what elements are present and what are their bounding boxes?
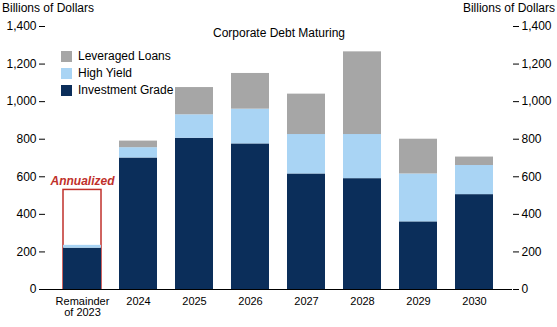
svg-text:1,400: 1,400 xyxy=(6,19,36,33)
svg-text:2029: 2029 xyxy=(406,295,430,307)
svg-text:800: 800 xyxy=(522,132,542,146)
svg-text:2026: 2026 xyxy=(238,295,262,307)
svg-text:0: 0 xyxy=(522,282,529,296)
svg-text:800: 800 xyxy=(16,132,36,146)
svg-text:2025: 2025 xyxy=(182,295,206,307)
html-text:Investment Grade: Investment Grade xyxy=(78,83,174,97)
svg-text:1,200: 1,200 xyxy=(6,57,36,71)
svg-text:600: 600 xyxy=(522,170,542,184)
svg-text:0: 0 xyxy=(30,282,37,296)
svg-text:Remainderof 2023: Remainderof 2023 xyxy=(56,295,110,318)
html-text:High Yield: High Yield xyxy=(78,66,132,80)
svg-text:2028: 2028 xyxy=(350,295,374,307)
svg-text:Annualized: Annualized xyxy=(49,174,115,188)
svg-text:200: 200 xyxy=(522,245,542,259)
html-text:Leveraged Loans: Leveraged Loans xyxy=(78,49,171,63)
svg-text:2030: 2030 xyxy=(462,295,486,307)
svg-text:200: 200 xyxy=(16,245,36,259)
html-text:Billions of Dollars: Billions of Dollars xyxy=(463,1,555,15)
svg-text:1,000: 1,000 xyxy=(522,94,552,108)
svg-text:400: 400 xyxy=(16,207,36,221)
svg-text:400: 400 xyxy=(522,207,542,221)
svg-text:Corporate Debt Maturing: Corporate Debt Maturing xyxy=(213,26,345,40)
svg-text:2024: 2024 xyxy=(126,295,150,307)
svg-text:2027: 2027 xyxy=(294,295,318,307)
svg-text:1,200: 1,200 xyxy=(522,57,552,71)
svg-text:600: 600 xyxy=(16,170,36,184)
svg-text:1,000: 1,000 xyxy=(6,94,36,108)
html-text:Billions of Dollars: Billions of Dollars xyxy=(2,1,94,15)
svg-text:1,400: 1,400 xyxy=(522,19,552,33)
